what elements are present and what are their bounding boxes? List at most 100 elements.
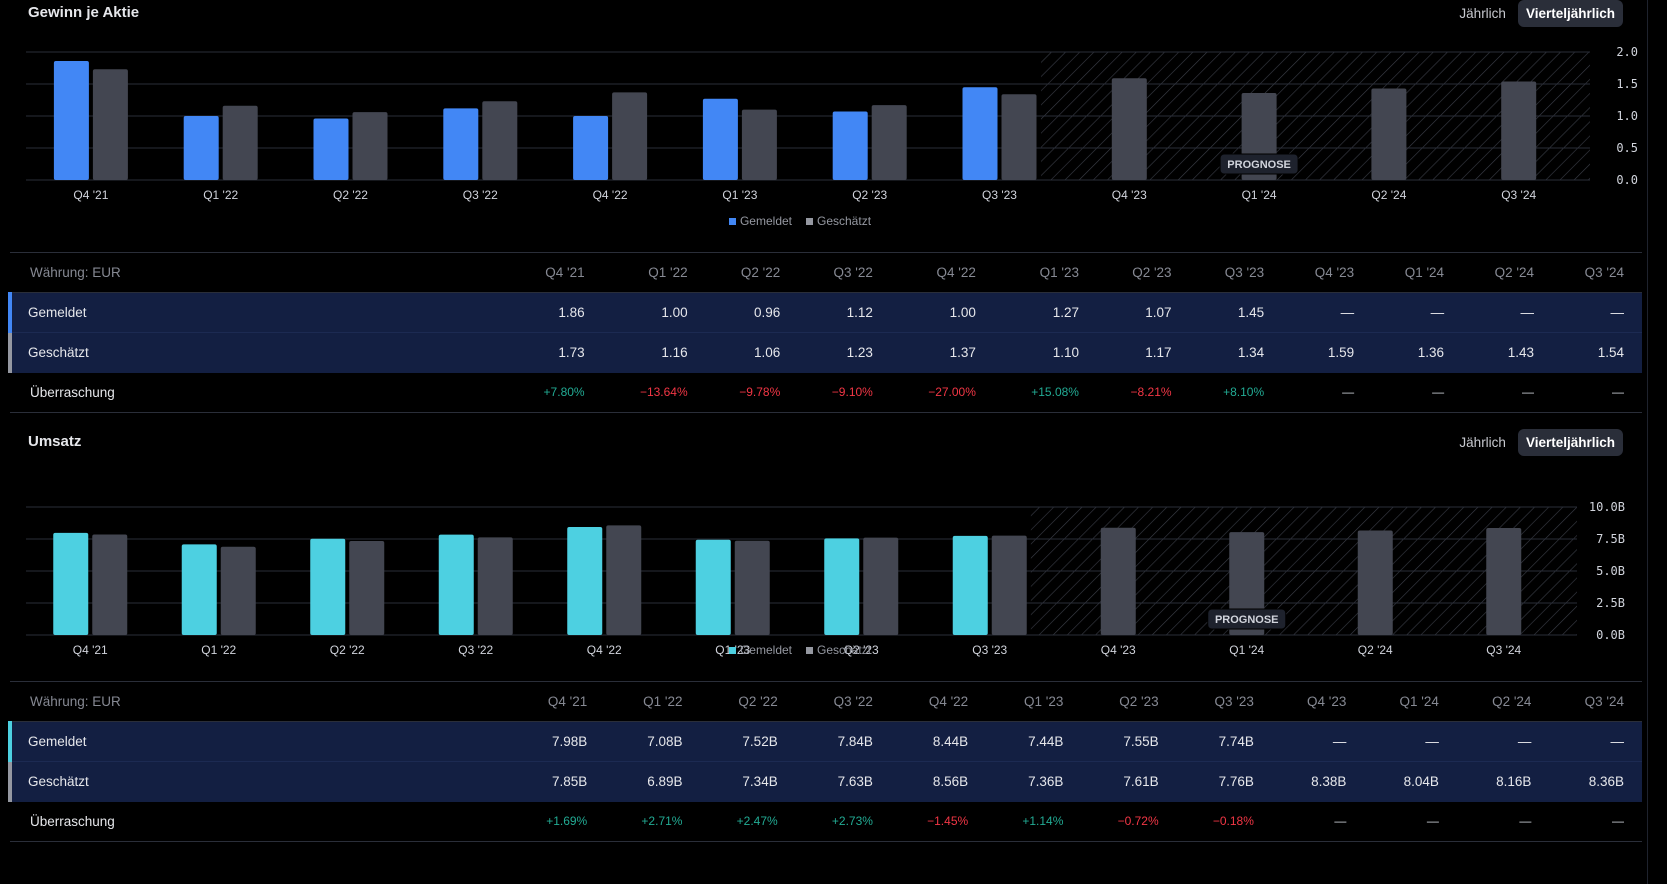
revenue-quarterly-button[interactable]: Vierteljährlich — [1517, 429, 1623, 456]
row-label-reported: Gemeldet — [8, 721, 510, 762]
row-label-reported: Gemeldet — [8, 292, 510, 333]
cell-reported: — — [1549, 721, 1642, 762]
cell-estimated: 1.17 — [1096, 332, 1190, 373]
legend-reported[interactable]: Gemeldet — [728, 214, 792, 228]
x-tick-label: Q4 '21 — [73, 188, 108, 202]
cell-estimated: 1.73 — [510, 332, 603, 373]
cell-estimated: 8.38B — [1271, 761, 1365, 802]
legend-reported[interactable]: Gemeldet — [728, 643, 792, 657]
cell-surprise: +2.71% — [605, 801, 701, 842]
y-tick-label: 2.0 — [1616, 45, 1638, 59]
cell-reported: 7.98B — [510, 721, 606, 762]
page-scrollbar[interactable] — [1647, 0, 1667, 884]
cell-surprise: +2.47% — [700, 801, 796, 842]
legend-estimated[interactable]: Geschätzt — [806, 643, 871, 657]
revenue-legend: Gemeldet Geschätzt — [0, 643, 1600, 657]
cell-estimated: 7.61B — [1081, 761, 1177, 802]
bar-estimated — [606, 525, 642, 635]
x-tick-label: Q4 '22 — [593, 188, 628, 202]
bar-reported — [53, 532, 89, 635]
bar-estimated — [741, 109, 777, 180]
cell-periods: Q2 '23 — [1096, 252, 1190, 293]
row-label-surprise: Überraschung — [10, 372, 510, 413]
legend-estimated-label: Geschätzt — [817, 643, 872, 657]
legend-swatch-reported — [728, 646, 736, 654]
cell-surprise: +8.10% — [1189, 372, 1283, 413]
bar-reported — [181, 544, 217, 635]
bar-estimated — [1501, 81, 1537, 180]
eps-annual-button[interactable]: Jährlich — [1459, 6, 1506, 21]
cell-reported: 0.96 — [705, 292, 799, 333]
cell-surprise: — — [1456, 801, 1550, 842]
x-tick-label: Q4 '23 — [1112, 188, 1147, 202]
forecast-badge: PROGNOSE — [1207, 608, 1287, 630]
cell-surprise: — — [1549, 801, 1642, 842]
cell-estimated: 1.10 — [993, 332, 1097, 373]
cell-reported: 1.00 — [890, 292, 994, 333]
cell-periods: Q3 '22 — [795, 681, 891, 722]
bar-estimated — [352, 112, 388, 180]
legend-estimated[interactable]: Geschätzt — [806, 214, 871, 228]
bar-estimated — [482, 101, 518, 180]
cell-estimated: 8.56B — [890, 761, 987, 802]
cell-reported: 1.45 — [1189, 292, 1283, 333]
cell-periods: Q4 '22 — [890, 252, 994, 293]
y-tick-label: 0.0 — [1616, 173, 1638, 187]
cell-periods: Q1 '23 — [986, 681, 1082, 722]
table-row-surprise: Überraschung +7.80% −13.64% −9.78% −9.10% −27… — [10, 372, 1642, 413]
cell-estimated: 6.89B — [605, 761, 701, 802]
eps-quarterly-button[interactable]: Vierteljährlich — [1517, 0, 1623, 27]
legend-swatch-estimated — [806, 217, 813, 225]
cell-estimated: 1.36 — [1372, 332, 1463, 373]
bar-reported — [438, 534, 474, 635]
bar-reported — [952, 535, 988, 635]
eps-legend: Gemeldet Geschätzt — [0, 214, 1600, 228]
legend-swatch-estimated — [806, 646, 813, 654]
cell-periods: Q4 '23 — [1282, 252, 1373, 293]
currency-label: Währung: EUR — [10, 681, 510, 722]
revenue-period-toggle: Jährlich Vierteljährlich — [1451, 429, 1623, 456]
forecast-badge: PROGNOSE — [1219, 153, 1299, 175]
cell-estimated: 7.34B — [700, 761, 796, 802]
eps-period-toggle: Jährlich Vierteljährlich — [1451, 0, 1623, 27]
y-tick-label: 7.5B — [1596, 532, 1625, 546]
bar-estimated — [1486, 527, 1522, 635]
eps-chart: 0.0 0.5 1.0 1.5 2.0 Q4 '21 Q1 '22 Q2 '22 Q3 '22 Q… — [26, 45, 1638, 202]
cell-periods: Q1 '24 — [1364, 681, 1457, 722]
y-tick-label: 1.5 — [1616, 77, 1638, 91]
revenue-chart: 0.0B 2.5B 5.0B 7.5B 10.0B Q4 '21 Q1 '22 Q2 '22 Q… — [26, 500, 1625, 657]
bar-reported — [567, 526, 603, 635]
cell-surprise: +7.80% — [510, 372, 603, 413]
x-tick-label: Q4 '22 — [587, 643, 622, 657]
cell-periods: Q4 '21 — [510, 681, 606, 722]
revenue-annual-button[interactable]: Jährlich — [1459, 435, 1506, 450]
revenue-title: Umsatz — [28, 433, 82, 450]
cell-surprise: — — [1462, 372, 1553, 413]
cell-surprise: +15.08% — [993, 372, 1097, 413]
table-row-surprise: Überraschung +1.69% +2.71% +2.47% +2.73% −1.4… — [10, 801, 1642, 842]
eps-table: Währung: EUR Q4 '21 Q1 '22 Q2 '22 Q3 '22 Q4 '… — [8, 252, 1642, 413]
cell-estimated: 7.63B — [795, 761, 891, 802]
x-tick-label: Q2 '23 — [844, 643, 879, 657]
cell-estimated: 1.06 — [705, 332, 799, 373]
revenue-table: Währung: EUR Q4 '21 Q1 '22 Q2 '22 Q3 '22 Q4 '… — [8, 681, 1642, 842]
x-tick-label: Q2 '22 — [333, 188, 368, 202]
cell-periods: Q1 '22 — [605, 681, 701, 722]
y-tick-label: 0.5 — [1616, 141, 1638, 155]
cell-periods: Q2 '23 — [1081, 681, 1177, 722]
cell-surprise: — — [1364, 801, 1457, 842]
cell-reported: 7.84B — [795, 721, 891, 762]
cell-reported: 7.08B — [605, 721, 701, 762]
y-tick-label: 5.0B — [1596, 564, 1625, 578]
cell-estimated: 7.76B — [1176, 761, 1272, 802]
bar-reported — [832, 111, 868, 180]
cell-periods: Q3 '24 — [1549, 681, 1642, 722]
legend-reported-label: Gemeldet — [739, 643, 792, 657]
x-tick-label: Q1 '22 — [203, 188, 238, 202]
cell-surprise: +1.69% — [510, 801, 606, 842]
cell-surprise: +2.73% — [795, 801, 891, 842]
cell-reported: 1.27 — [993, 292, 1097, 333]
cell-estimated: 8.36B — [1549, 761, 1642, 802]
cell-surprise: −13.64% — [602, 372, 706, 413]
cell-estimated: 1.34 — [1189, 332, 1283, 373]
